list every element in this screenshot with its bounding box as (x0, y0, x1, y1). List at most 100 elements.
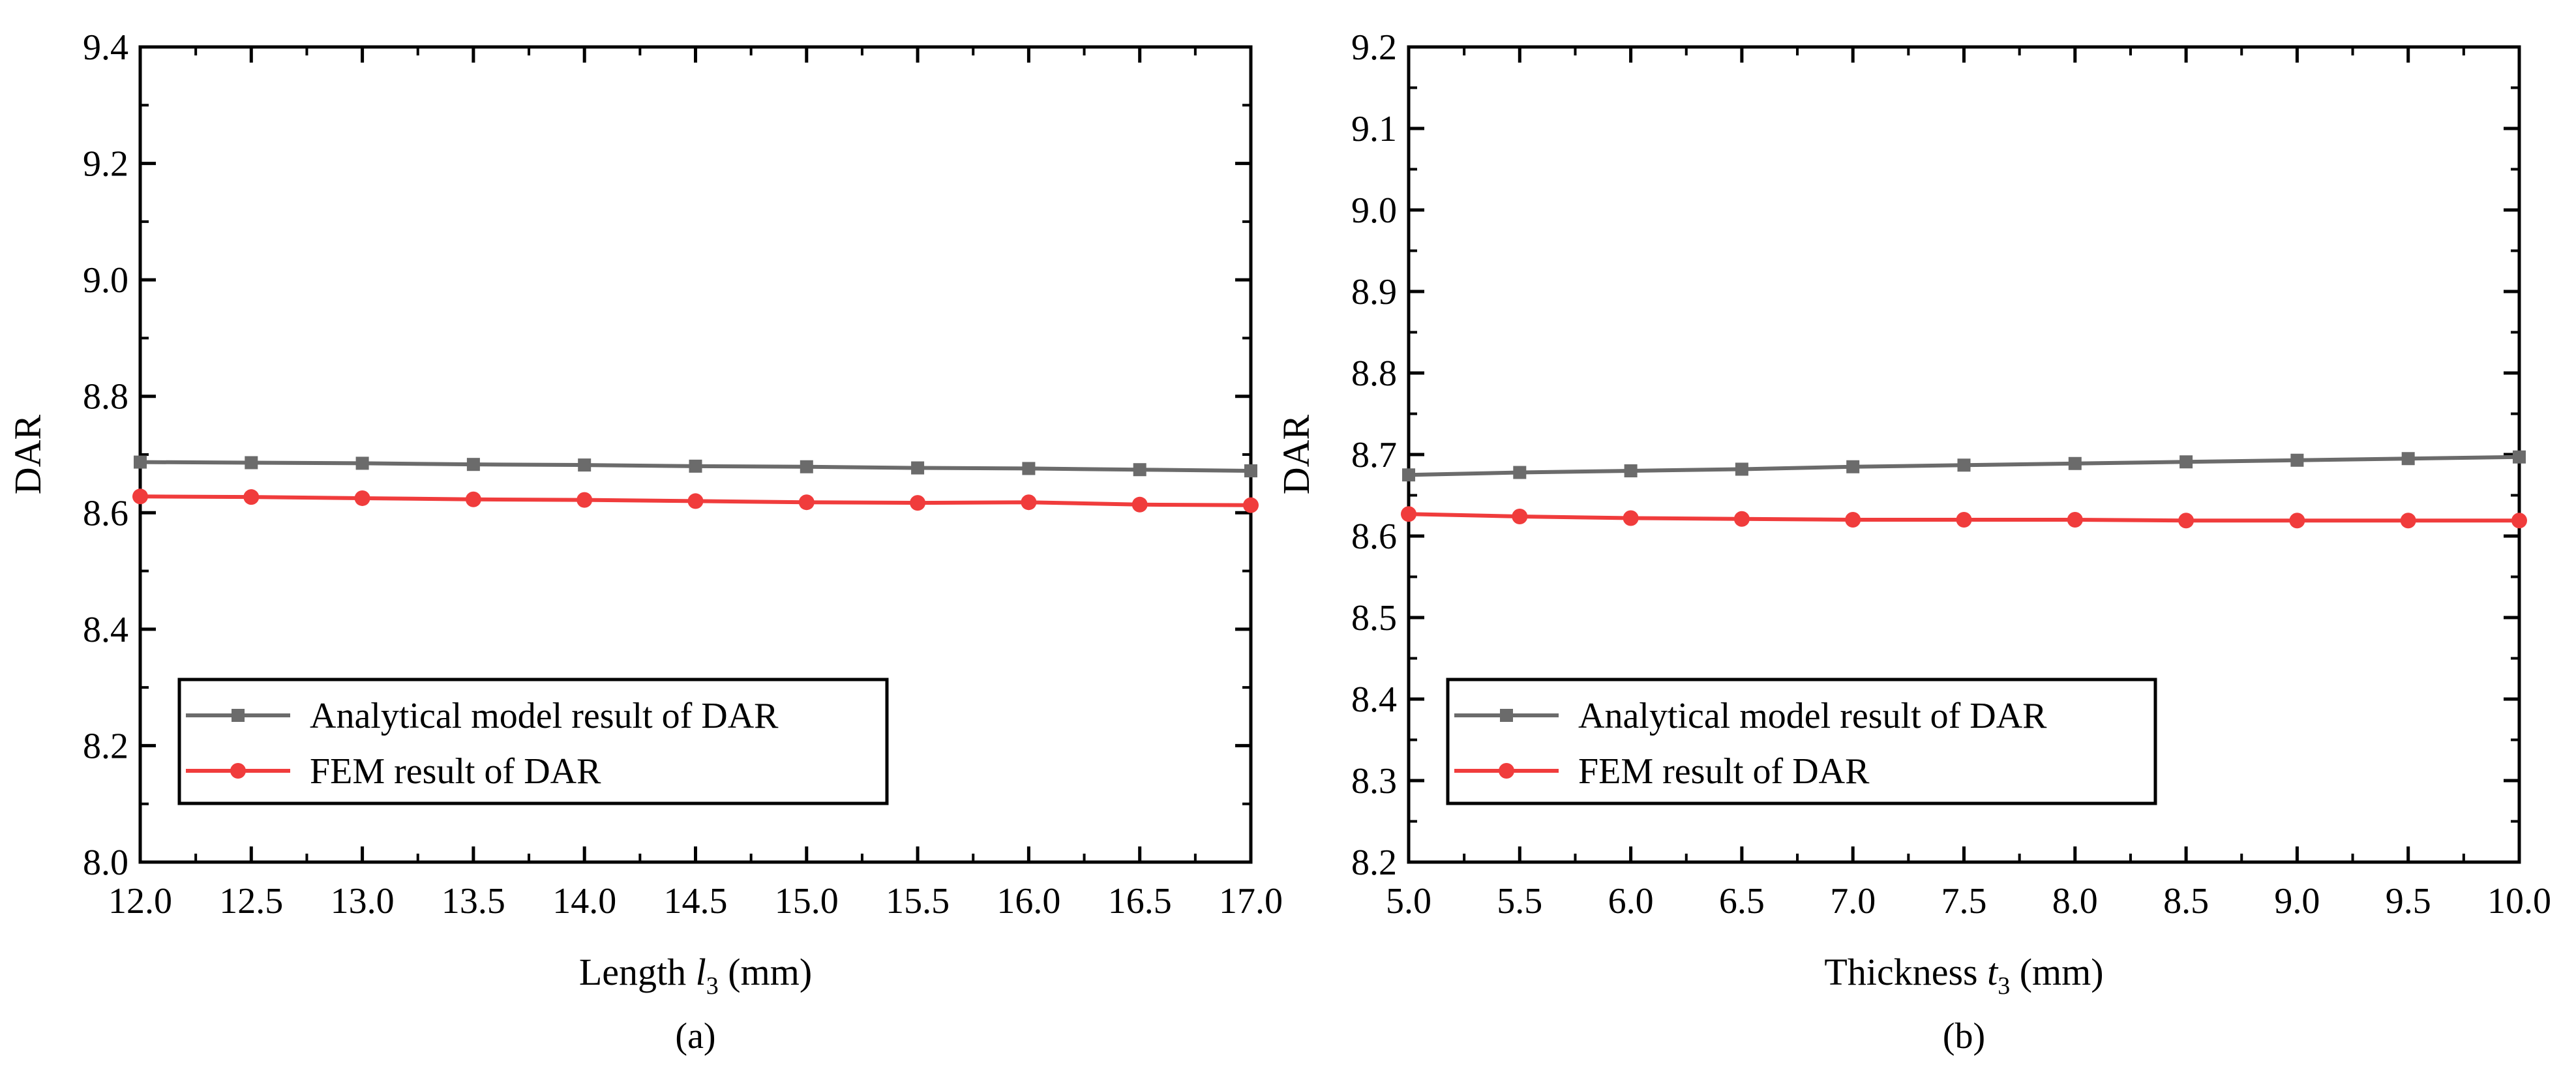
x-axis-label-main: Length (579, 951, 696, 993)
y-tick-label: 8.0 (83, 843, 128, 883)
series-2-point (1401, 506, 1416, 522)
series-1-point (134, 455, 147, 469)
x-tick-label: 7.5 (1941, 881, 1987, 921)
x-axis-label-variable: l (696, 951, 706, 993)
series-2-point (1733, 511, 1750, 527)
y-tick-label: 9.4 (83, 27, 128, 68)
x-tick-label: 8.5 (2163, 881, 2209, 921)
y-tick-label: 8.4 (1351, 680, 1397, 720)
y-tick-label: 8.9 (1351, 272, 1397, 312)
x-tick-label: 10.0 (2487, 881, 2551, 921)
legend-box (1446, 678, 2157, 805)
x-tick-label: 14.0 (552, 881, 616, 921)
panel-label: (a) (675, 1016, 715, 1056)
y-tick-label: 8.7 (1351, 435, 1397, 475)
y-tick-label: 8.2 (83, 726, 128, 766)
series-2-point (1131, 496, 1148, 513)
x-tick-label: 15.0 (775, 881, 839, 921)
legend-marker-square (232, 709, 245, 722)
y-tick-label: 8.4 (83, 610, 128, 650)
y-tick-label: 9.0 (83, 260, 128, 301)
series-1-point (800, 460, 813, 473)
legend-label-2: FEM result of DAR (310, 751, 601, 792)
x-axis-label-subscript: 3 (706, 972, 719, 1000)
y-axis-label: DAR (1275, 414, 1317, 494)
x-tick-label: 12.5 (219, 881, 283, 921)
legend-box (177, 678, 889, 805)
series-1-point (1735, 462, 1748, 476)
series-2-point (465, 491, 481, 507)
legend-marker-square (1500, 709, 1513, 722)
series-2-point (1956, 512, 1972, 528)
x-tick-label: 15.5 (886, 881, 950, 921)
series-1-point (1513, 466, 1527, 479)
series-1-point (2068, 456, 2082, 470)
legend-label-1: Analytical model result of DAR (310, 696, 779, 736)
x-tick-label: 7.0 (1830, 881, 1876, 921)
y-tick-label: 9.2 (1351, 27, 1397, 68)
series-2-point (2178, 513, 2194, 529)
series-2-point (2400, 513, 2416, 529)
series-2-point (1623, 510, 1639, 526)
series-1-point (466, 458, 480, 471)
x-axis-label: Thickness t3 (mm) (1824, 951, 2103, 1000)
series-1-point (1402, 468, 1415, 482)
x-axis-label: Length l3 (mm) (579, 951, 812, 1000)
series-2-point (132, 488, 148, 505)
series-1-point (1624, 464, 1638, 477)
x-tick-label: 5.0 (1386, 881, 1431, 921)
chart-panel-2: 5.0 5.5 6.0 6.5 7.0 7.5 8.0 8.5 9.0 9.5 10.0 8.2 8.3… (1275, 27, 2551, 1056)
y-tick-label: 8.3 (1351, 761, 1397, 801)
x-tick-label: 5.5 (1497, 881, 1542, 921)
legend-label-1: Analytical model result of DAR (1578, 696, 2047, 736)
y-tick-label: 9.0 (1351, 190, 1397, 231)
series-1-point (1133, 463, 1146, 477)
x-tick-label: 17.0 (1219, 881, 1283, 921)
series-2-point (243, 489, 260, 505)
x-tick-label: 16.0 (996, 881, 1060, 921)
legend: Analytical model result of DAR FEM result… (1446, 678, 2157, 805)
y-tick-label: 8.6 (83, 493, 128, 533)
series-1-point (2290, 453, 2304, 467)
series-2-point (577, 492, 593, 508)
x-tick-label: 8.0 (2052, 881, 2098, 921)
x-axis-label-unit: (mm) (2010, 951, 2103, 993)
series-1-point (1244, 464, 1257, 477)
x-axis-label-subscript: 3 (1998, 972, 2010, 1000)
series-1-point (911, 461, 925, 475)
y-tick-label: 8.6 (1351, 516, 1397, 557)
legend-label-2: FEM result of DAR (1578, 751, 1870, 792)
x-tick-label: 6.5 (1719, 881, 1765, 921)
series-1-point (2513, 450, 2526, 464)
series-2-point (687, 493, 704, 509)
legend: Analytical model result of DAR FEM result… (177, 678, 889, 805)
x-tick-label: 9.0 (2274, 881, 2320, 921)
series-1-point (578, 458, 592, 472)
x-tick-label: 16.5 (1108, 881, 1172, 921)
series-1-point (245, 456, 258, 470)
series-2-point (1512, 509, 1528, 524)
x-tick-label: 14.5 (664, 881, 728, 921)
series-2-point (1845, 512, 1861, 528)
y-tick-label: 8.8 (83, 377, 128, 417)
series-2-point (2511, 513, 2527, 529)
y-axis-label: DAR (7, 414, 49, 494)
chart-panel-1: 12.0 12.5 13.0 13.5 14.0 14.5 15.0 15.5 16.0 16.5… (7, 27, 1283, 1056)
series-1-point (1846, 460, 1860, 473)
x-tick-label: 13.5 (442, 881, 505, 921)
series-1-point (2401, 452, 2415, 466)
y-tick-label: 8.5 (1351, 598, 1397, 638)
x-tick-label: 9.5 (2386, 881, 2431, 921)
y-tick-label: 8.8 (1351, 353, 1397, 394)
y-tick-label: 9.1 (1351, 109, 1397, 149)
series-1-point (689, 459, 702, 473)
series-2-point (2067, 512, 2083, 528)
series-2-point (910, 495, 926, 511)
series-1-point (2179, 455, 2193, 469)
x-axis-label-unit: (mm) (719, 951, 812, 993)
series-2-point (1243, 497, 1259, 513)
y-tick-label: 8.2 (1351, 843, 1397, 883)
x-axis-label-variable: t (1987, 951, 1999, 993)
series-1-point (1957, 458, 1971, 472)
